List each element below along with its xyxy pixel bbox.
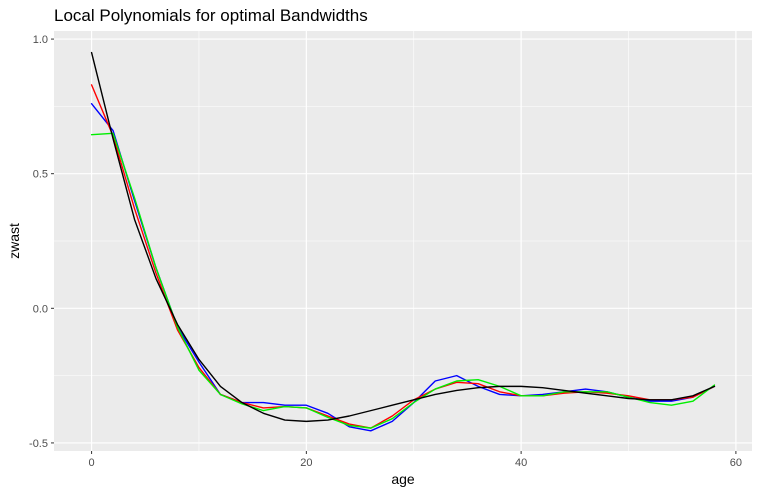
- minor-gridlines: [54, 31, 752, 451]
- y-tick-label: 1.0: [33, 34, 48, 46]
- y-tick-label: 0.0: [33, 303, 48, 315]
- chart-title: Local Polynomials for optimal Bandwidths: [54, 6, 368, 25]
- major-gridlines: [54, 31, 752, 451]
- x-tick-label: 40: [515, 457, 527, 469]
- x-axis-title: age: [391, 471, 415, 487]
- x-tick-label: 0: [89, 457, 95, 469]
- x-tick-label: 20: [300, 457, 312, 469]
- series-line-black: [90, 51, 716, 423]
- y-tick-label: 0.5: [33, 169, 48, 181]
- series-line-green: [90, 132, 716, 429]
- series-line-red: [90, 84, 716, 429]
- y-tick-label: -0.5: [29, 438, 48, 450]
- x-axis: 0 20 40 60: [89, 451, 742, 469]
- x-tick-label: 60: [730, 457, 742, 469]
- series-layer: [90, 51, 716, 432]
- y-axis: -0.5 0.0 0.5 1.0: [29, 34, 54, 450]
- y-axis-title: zwast: [6, 223, 22, 259]
